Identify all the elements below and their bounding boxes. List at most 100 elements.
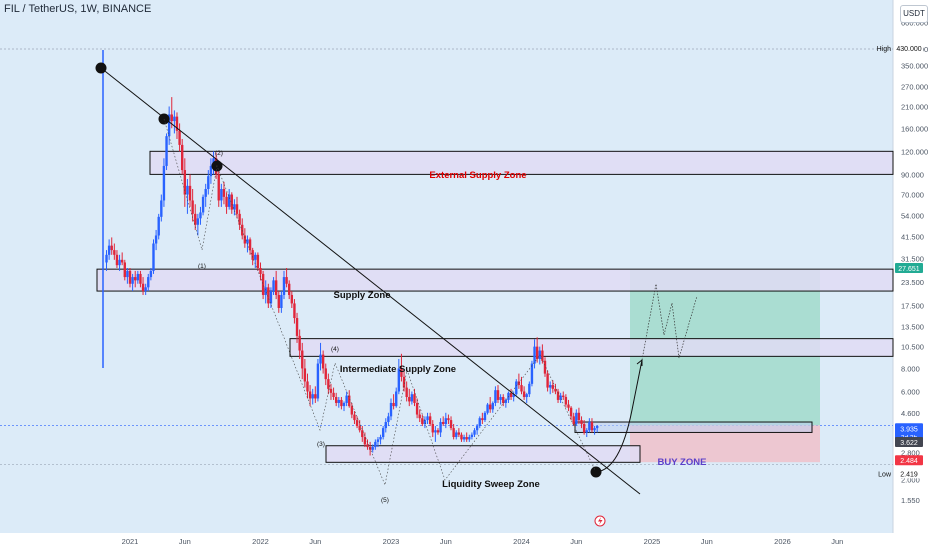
- candle-body: [530, 363, 534, 384]
- candle-body: [436, 430, 440, 433]
- candle-body: [481, 418, 484, 421]
- candle-body: [428, 416, 432, 424]
- wave-label: (3): [317, 441, 325, 448]
- price-badge-value: 2.419: [900, 471, 918, 478]
- candle-body: [308, 391, 312, 399]
- candle-body: [475, 426, 479, 431]
- candle-body: [316, 363, 320, 399]
- candle-body: [337, 399, 340, 403]
- price-badge: [895, 43, 923, 53]
- price-badge-label: High: [877, 46, 892, 53]
- candle-body: [379, 437, 382, 440]
- candle-body: [319, 354, 322, 364]
- candle-body: [248, 239, 252, 251]
- candle-body: [246, 239, 249, 244]
- price-tick-label: 160.000: [901, 124, 928, 133]
- candle-body: [314, 394, 317, 399]
- candle-body: [113, 250, 116, 255]
- price-badge-value: 430.000: [896, 46, 921, 53]
- wave-label: (1): [198, 263, 206, 270]
- projection-path: [641, 283, 698, 361]
- candle-body: [491, 402, 494, 410]
- candle-body: [261, 273, 265, 295]
- candle-body: [590, 422, 594, 431]
- candle-body: [442, 422, 445, 424]
- candle-body: [167, 114, 171, 137]
- candle-body: [298, 335, 301, 351]
- candle-body: [280, 294, 283, 308]
- price-tick-label: 23.500: [901, 278, 924, 287]
- zone-label: Intermediate Supply Zone: [340, 364, 456, 375]
- price-badge: [895, 436, 923, 447]
- candle-body: [220, 189, 223, 201]
- candle-body: [173, 116, 176, 122]
- candle-body: [381, 428, 385, 438]
- candle-body: [572, 416, 575, 424]
- price-tick-label: 8.000: [901, 364, 920, 373]
- candle-body: [311, 394, 314, 399]
- candle-body: [374, 441, 377, 448]
- candle-body: [254, 254, 257, 260]
- candle-body: [345, 395, 348, 403]
- candle-body: [504, 399, 508, 403]
- candle-body: [554, 388, 557, 392]
- time-axis[interactable]: [0, 533, 932, 550]
- candle-body: [444, 418, 448, 424]
- candle-body: [277, 294, 280, 308]
- candle-body: [522, 391, 526, 398]
- candle-body: [207, 176, 210, 190]
- price-badge-value: 27.651: [898, 266, 920, 273]
- candle-body: [288, 283, 291, 295]
- candle-body: [496, 390, 500, 400]
- candle-body: [110, 245, 113, 251]
- candle-body: [366, 444, 369, 448]
- candle-body: [418, 414, 421, 419]
- candle-body: [160, 200, 163, 217]
- time-tick-label: 2024: [513, 537, 530, 546]
- time-tick-label: 2026: [774, 537, 791, 546]
- candle-body: [569, 407, 573, 417]
- candle-body: [147, 277, 150, 288]
- price-tick-label: 31.500: [901, 255, 924, 264]
- candle-body: [410, 394, 414, 402]
- zone-label: External Supply Zone: [429, 170, 526, 181]
- candle-body: [139, 273, 142, 284]
- candle-body: [439, 422, 442, 433]
- candle-body: [152, 243, 155, 271]
- candle-body: [562, 395, 565, 398]
- zone-liquidity-sweep-zone: [325, 445, 641, 463]
- candle-body: [434, 430, 437, 433]
- candle-body: [165, 136, 168, 166]
- price-tick-label: 2.800: [901, 449, 920, 458]
- price-tick-label: 350.000: [901, 62, 928, 71]
- time-tick-label: Jun: [179, 537, 191, 546]
- candle-body: [217, 174, 220, 201]
- candle-body: [204, 189, 207, 197]
- symbol-header: FIL / TetherUS, 1W, BINANCE: [4, 3, 152, 15]
- candle-body: [141, 283, 145, 292]
- candle-body: [559, 395, 562, 400]
- time-tick-label: 2022: [252, 537, 269, 546]
- price-badge: [895, 468, 923, 479]
- candle-body: [321, 354, 325, 369]
- time-tick-label: Jun: [309, 537, 321, 546]
- candle-body: [353, 414, 356, 421]
- time-tick-label: Jun: [440, 537, 452, 546]
- candle-body: [397, 368, 401, 392]
- candle-body: [405, 387, 408, 398]
- candle-body: [387, 416, 390, 423]
- currency-button[interactable]: USDT: [900, 5, 928, 23]
- candle-body: [499, 397, 502, 400]
- candle-body: [358, 426, 361, 431]
- candle-body: [306, 381, 309, 392]
- price-tick-label: 120.000: [901, 147, 928, 156]
- candle-body: [528, 383, 531, 395]
- lightning-icon: [598, 517, 603, 525]
- candle-body: [136, 273, 140, 281]
- candle-body: [272, 280, 275, 292]
- candle-body: [238, 213, 241, 225]
- candle-body: [269, 291, 273, 304]
- candle-body: [395, 391, 398, 407]
